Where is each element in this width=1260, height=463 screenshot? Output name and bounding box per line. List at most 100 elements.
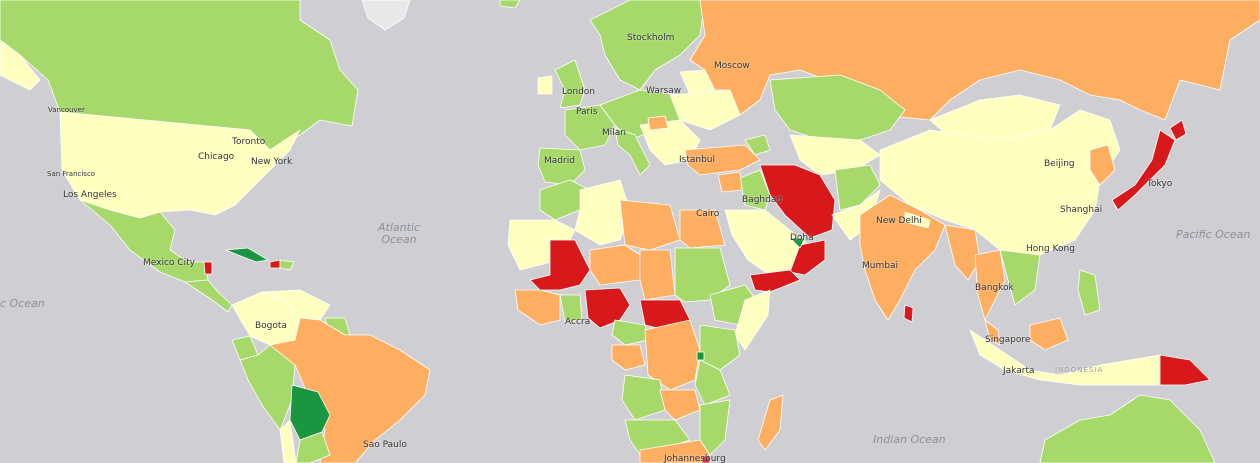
city-label-milan[interactable]: Milan xyxy=(602,128,626,138)
city-label-vancouver[interactable]: Vancouver xyxy=(48,106,85,114)
country-iraq[interactable] xyxy=(739,169,771,211)
country-drc[interactable] xyxy=(644,319,701,391)
country-mexico[interactable] xyxy=(79,199,209,283)
country-japan[interactable] xyxy=(1111,129,1176,211)
city-label-new-delhi[interactable]: New Delhi xyxy=(876,216,922,226)
country-congo-west[interactable] xyxy=(611,344,646,371)
city-label-bogota[interactable]: Bogota xyxy=(255,321,287,331)
city-label-london[interactable]: London xyxy=(562,87,595,97)
country-italy[interactable] xyxy=(614,127,651,176)
country-dominican[interactable] xyxy=(279,259,295,271)
city-label-hong-kong[interactable]: Hong Kong xyxy=(1026,244,1075,254)
country-ireland[interactable] xyxy=(537,75,553,95)
country-mali[interactable] xyxy=(529,239,591,291)
city-label-shanghai[interactable]: Shanghai xyxy=(1060,205,1103,215)
country-haiti[interactable] xyxy=(269,259,281,269)
country-scandinavia[interactable] xyxy=(589,0,706,91)
ocean-label-pacific-west: c Ocean xyxy=(0,297,45,310)
country-west-africa[interactable] xyxy=(514,289,561,326)
city-label-madrid[interactable]: Madrid xyxy=(544,156,575,166)
city-label-warsaw[interactable]: Warsaw xyxy=(646,86,682,96)
city-label-accra[interactable]: Accra xyxy=(565,317,591,327)
city-label-mumbai[interactable]: Mumbai xyxy=(862,261,898,271)
country-russia[interactable] xyxy=(689,0,1260,121)
country-sri-lanka[interactable] xyxy=(903,304,914,323)
country-libya[interactable] xyxy=(619,199,681,251)
city-label-jakarta[interactable]: Jakarta xyxy=(1003,366,1035,376)
country-cuba[interactable] xyxy=(225,247,269,263)
country-mozambique[interactable] xyxy=(699,399,731,456)
country-central-america[interactable] xyxy=(184,279,233,313)
city-label-sao-paulo[interactable]: Sao Paulo xyxy=(363,440,407,450)
city-label-johannesburg[interactable]: Johannesburg xyxy=(664,454,726,463)
country-oman[interactable] xyxy=(789,239,826,276)
country-rwanda[interactable] xyxy=(696,351,705,361)
country-caucasus[interactable] xyxy=(744,134,771,156)
country-honduras[interactable] xyxy=(203,261,213,275)
country-japan-hokkaido[interactable] xyxy=(1169,119,1187,141)
country-uk[interactable] xyxy=(554,59,586,109)
country-niger[interactable] xyxy=(589,244,641,286)
city-label-tokyo[interactable]: Tokyo xyxy=(1147,179,1173,189)
country-australia[interactable] xyxy=(1039,394,1216,463)
city-label-bangkok[interactable]: Bangkok xyxy=(975,283,1014,293)
ocean-label-pacific-east: Pacific Ocean xyxy=(1176,228,1251,241)
country-syria[interactable] xyxy=(717,171,743,193)
country-usa-alaska[interactable] xyxy=(0,39,41,91)
country-uae[interactable] xyxy=(789,237,806,249)
country-nepal[interactable] xyxy=(904,211,931,229)
country-iran[interactable] xyxy=(759,164,836,239)
city-label-moscow[interactable]: Moscow xyxy=(714,61,750,71)
country-nigeria[interactable] xyxy=(584,287,631,329)
country-laos-vietnam[interactable] xyxy=(999,249,1041,306)
country-iberia[interactable] xyxy=(537,147,586,186)
country-chad[interactable] xyxy=(639,249,676,301)
country-philippines[interactable] xyxy=(1077,269,1101,316)
country-papua-new-guinea[interactable] xyxy=(1159,354,1211,386)
country-hungary[interactable] xyxy=(647,115,669,131)
greenland[interactable] xyxy=(361,0,411,31)
country-yemen[interactable] xyxy=(749,269,801,293)
country-canada[interactable] xyxy=(0,0,359,151)
country-ghana[interactable] xyxy=(559,294,583,323)
country-cameroon[interactable] xyxy=(611,319,649,346)
country-afghanistan[interactable] xyxy=(834,164,881,211)
ocean-label-atlantic: Atlantic Ocean xyxy=(378,221,421,246)
country-madagascar[interactable] xyxy=(757,394,784,451)
city-label-singapore[interactable]: Singapore xyxy=(985,335,1031,345)
city-label-los-angeles[interactable]: Los Angeles xyxy=(63,190,117,200)
country-zambia[interactable] xyxy=(659,389,701,421)
city-label-san-francisco[interactable]: San Francisco xyxy=(47,170,96,178)
city-label-chicago[interactable]: Chicago xyxy=(198,152,235,162)
country-ukraine[interactable] xyxy=(669,89,741,131)
country-chile[interactable] xyxy=(279,419,297,463)
country-angola[interactable] xyxy=(621,374,666,421)
country-iceland[interactable] xyxy=(499,0,521,9)
city-label-baghdad[interactable]: Baghdad xyxy=(742,195,783,205)
country-lesotho[interactable] xyxy=(701,455,711,463)
country-china[interactable] xyxy=(879,109,1121,256)
country-malaysia[interactable] xyxy=(984,319,1001,346)
city-label-doha[interactable]: Doha xyxy=(790,233,814,243)
country-sudan[interactable] xyxy=(674,247,731,303)
city-label-paris[interactable]: Paris xyxy=(576,107,598,117)
city-label-cairo[interactable]: Cairo xyxy=(696,209,720,219)
country-turkey[interactable] xyxy=(684,144,761,176)
country-tanzania[interactable] xyxy=(694,359,731,406)
country-egypt[interactable] xyxy=(679,209,726,249)
city-label-new-york[interactable]: New York xyxy=(251,157,293,167)
city-label-toronto[interactable]: Toronto xyxy=(232,137,266,147)
country-paraguay[interactable] xyxy=(295,431,331,463)
city-label-stockholm[interactable]: Stockholm xyxy=(627,33,675,43)
country-myanmar[interactable] xyxy=(944,224,981,281)
country-borneo[interactable] xyxy=(1029,317,1069,351)
country-korea[interactable] xyxy=(1089,144,1116,186)
country-somalia[interactable] xyxy=(734,289,771,351)
city-label-beijing[interactable]: Beijing xyxy=(1044,159,1075,169)
country-kazakhstan[interactable] xyxy=(769,74,906,141)
city-label-mexico-city[interactable]: Mexico City xyxy=(143,258,195,268)
country-algeria[interactable] xyxy=(574,179,631,246)
city-label-istanbul[interactable]: Istanbul xyxy=(679,155,716,165)
